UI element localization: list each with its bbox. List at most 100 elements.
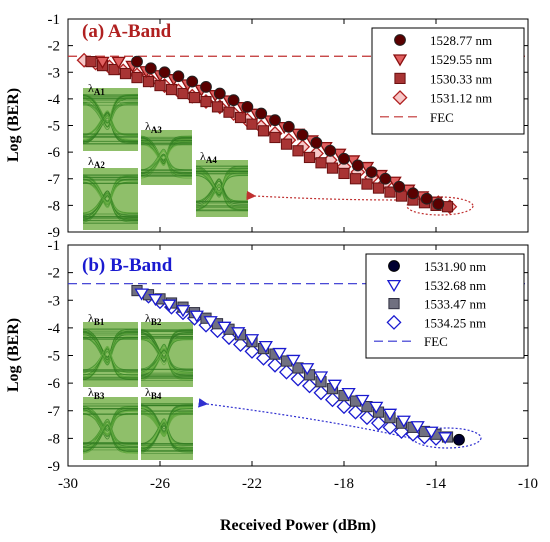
y-tick-label: -9 — [48, 225, 61, 241]
legend-marker — [388, 260, 400, 272]
data-point — [232, 336, 249, 352]
data-point — [144, 62, 157, 75]
y-tick-label: -9 — [48, 459, 61, 475]
data-point — [410, 421, 425, 434]
data-point — [424, 426, 439, 439]
eye-diagram — [82, 322, 139, 387]
data-point — [351, 159, 364, 172]
data-point — [420, 192, 433, 205]
data-point — [359, 410, 375, 426]
data-point — [223, 106, 235, 118]
data-point — [300, 363, 315, 376]
data-point — [255, 107, 268, 120]
legend-label: 1534.25 nm — [424, 315, 486, 330]
data-point — [175, 305, 191, 318]
legend-fec-label: FEC — [430, 110, 454, 125]
data-point — [361, 178, 373, 190]
data-point — [324, 392, 341, 408]
data-point — [407, 187, 419, 200]
data-point — [257, 125, 270, 137]
data-point — [379, 172, 392, 185]
data-point — [246, 118, 258, 130]
legend-label: 1533.47 nm — [424, 297, 486, 312]
legend-label: 1532.68 nm — [424, 278, 486, 293]
legend-label: 1531.12 nm — [430, 91, 492, 106]
data-point — [365, 166, 378, 178]
panel-b-title: (b) B-Band — [82, 255, 173, 276]
data-point — [313, 371, 329, 384]
legend-label: 1530.33 nm — [430, 71, 492, 86]
data-point — [355, 394, 370, 407]
legend-marker — [394, 34, 406, 46]
data-point — [347, 404, 364, 420]
data-point — [280, 138, 293, 150]
x-tick-label: -10 — [518, 476, 538, 492]
y-tick-label: -3 — [48, 293, 61, 309]
legend-marker — [392, 90, 408, 106]
data-point — [134, 288, 149, 301]
data-point — [269, 114, 281, 127]
y-tick-label: -6 — [48, 376, 61, 392]
data-point — [269, 131, 281, 144]
data-point — [148, 294, 163, 307]
panel-b-data-marks — [131, 284, 465, 446]
data-point — [396, 415, 411, 428]
legend-marker — [386, 314, 402, 330]
y-tick-label: -6 — [48, 145, 61, 161]
data-point — [244, 343, 260, 359]
x-tick-label: -22 — [242, 476, 262, 492]
data-point — [296, 128, 309, 141]
data-point — [286, 354, 301, 367]
y-tick-label: -2 — [48, 266, 61, 282]
eye-trace — [140, 148, 193, 171]
data-point — [338, 167, 350, 180]
panel-a-arrow — [246, 190, 401, 201]
data-point — [372, 182, 385, 194]
eye-trace — [82, 406, 139, 430]
data-point — [142, 75, 155, 88]
eye-diagram — [82, 397, 139, 460]
data-point — [203, 316, 218, 329]
data-point — [338, 152, 350, 165]
data-point — [349, 173, 362, 185]
data-point — [165, 83, 178, 96]
data-point — [310, 136, 323, 149]
data-point — [258, 340, 273, 354]
data-point — [131, 71, 143, 84]
data-point — [432, 198, 445, 210]
data-point — [241, 100, 254, 113]
legend-fec-label: FEC — [424, 334, 448, 349]
data-point — [119, 67, 132, 80]
data-point — [172, 70, 185, 83]
x-tick-label: -30 — [58, 476, 78, 492]
panel-a-ellipse — [406, 196, 474, 216]
panel-a-band: (a) A-Band Log (BER) -1-2-3-4-5-6-7-8-9 … — [5, 12, 529, 241]
panel-b-yticks: -1 -2 -3 -4 -5 -6 -7 -8 -9 — [48, 238, 528, 475]
data-point — [211, 101, 224, 113]
panel-b-ylabel: Log (BER) — [5, 318, 22, 392]
panel-a-yticks: -1 -2 -3 -4 -5 -6 -7 -8 -9 — [48, 12, 528, 241]
data-point — [158, 66, 171, 79]
data-point — [108, 63, 120, 76]
data-point — [301, 378, 318, 394]
data-point — [369, 401, 384, 414]
eye-trace — [82, 102, 139, 124]
data-point — [313, 385, 329, 401]
data-point — [292, 145, 304, 157]
data-point — [282, 120, 295, 133]
data-point — [213, 87, 226, 100]
y-tick-label: -4 — [48, 321, 61, 337]
data-point — [278, 364, 295, 380]
eye-trace — [82, 117, 139, 140]
data-point — [131, 55, 143, 68]
eye-diagram — [195, 160, 249, 217]
data-point — [186, 75, 199, 88]
data-point — [326, 162, 339, 174]
data-point — [231, 327, 246, 340]
data-point — [234, 111, 247, 124]
y-tick-label: -4 — [48, 92, 61, 108]
y-tick-label: -1 — [48, 238, 61, 254]
